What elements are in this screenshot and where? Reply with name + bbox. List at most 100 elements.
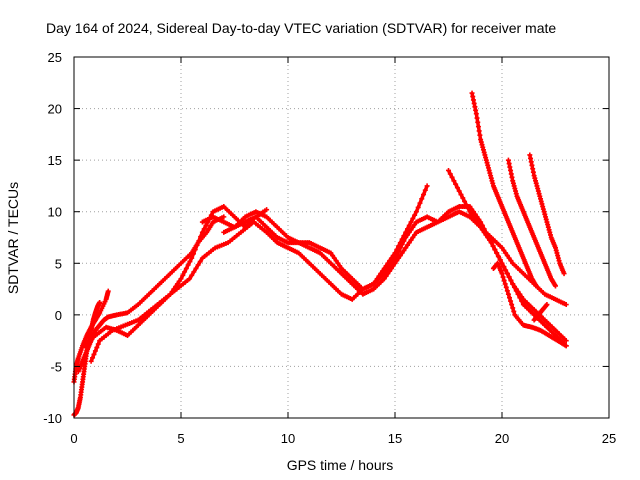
- data-point: [404, 226, 410, 232]
- data-point: [458, 192, 464, 198]
- data-point: [410, 216, 416, 222]
- data-point: [474, 115, 480, 121]
- data-point: [454, 185, 460, 191]
- y-tick-label: 0: [55, 308, 62, 323]
- data-point: [198, 234, 204, 240]
- data-point: [383, 273, 389, 279]
- data-point: [513, 286, 519, 292]
- data-point: [499, 260, 505, 266]
- data-point: [422, 187, 428, 193]
- data-point: [403, 235, 409, 240]
- data-point: [510, 305, 516, 311]
- series-arc-10: [505, 157, 558, 289]
- data-point: [192, 247, 198, 253]
- data-point: [408, 227, 414, 233]
- data-point: [413, 209, 419, 215]
- data-point: [505, 291, 511, 297]
- data-point: [90, 355, 96, 361]
- data-point: [469, 211, 475, 217]
- x-tick-label: 0: [70, 431, 77, 446]
- data-point: [381, 271, 387, 277]
- data-point: [417, 200, 423, 206]
- data-point: [412, 212, 418, 218]
- data-point: [506, 255, 512, 261]
- data-point: [494, 250, 500, 256]
- data-point: [467, 209, 473, 215]
- data-point: [193, 265, 199, 271]
- data-point: [500, 274, 506, 280]
- data-point: [185, 262, 191, 268]
- data-point: [182, 269, 188, 275]
- data-point: [387, 263, 393, 269]
- data-point: [447, 171, 453, 177]
- y-tick-label: 20: [48, 102, 62, 117]
- data-point: [264, 207, 270, 213]
- data-point: [97, 299, 103, 305]
- data-point: [519, 294, 525, 300]
- x-tick-label: 20: [495, 431, 509, 446]
- plot-frame: [73, 56, 610, 419]
- x-axis-ticks: 0 5 10 15 20 25: [70, 57, 616, 446]
- data-point: [508, 277, 514, 283]
- data-point: [510, 281, 516, 287]
- x-tick-label: 15: [388, 431, 402, 446]
- data-point: [412, 222, 418, 228]
- data-point: [506, 295, 512, 301]
- data-point: [533, 283, 539, 289]
- x-tick-label: 10: [281, 431, 295, 446]
- series-arc-13: [531, 302, 550, 323]
- data-point: [335, 260, 341, 266]
- data-point: [470, 214, 476, 220]
- y-tick-label: -10: [43, 411, 62, 426]
- data-point: [396, 248, 402, 254]
- data-point: [191, 269, 197, 275]
- data-point: [511, 308, 517, 314]
- data-point: [388, 260, 394, 266]
- data-point: [495, 253, 501, 259]
- data-point: [412, 232, 418, 238]
- data-point: [183, 265, 189, 271]
- data-point: [195, 262, 201, 268]
- data-point: [497, 257, 503, 263]
- series-arc-3: [75, 214, 227, 375]
- data-point: [504, 271, 510, 277]
- data-point: [474, 219, 480, 225]
- series-trace: [470, 92, 538, 287]
- data-point: [504, 288, 510, 294]
- data-point: [490, 243, 496, 249]
- data-point: [475, 119, 481, 125]
- data-point: [462, 198, 468, 204]
- data-point: [553, 283, 558, 289]
- data-point: [408, 219, 414, 225]
- data-point: [381, 276, 387, 282]
- data-point: [472, 216, 478, 222]
- x-axis-label: GPS time / hours: [287, 457, 394, 473]
- data-point: [501, 247, 507, 253]
- data-point: [390, 258, 396, 264]
- data-point: [385, 265, 391, 271]
- data-point: [406, 240, 412, 246]
- data-point: [394, 252, 400, 258]
- series-arc-5: [88, 183, 430, 364]
- data-point: [197, 259, 203, 265]
- data-point: [456, 188, 462, 194]
- y-tick-label: 5: [55, 256, 62, 271]
- data-point: [502, 281, 508, 287]
- chart-title: Day 164 of 2024, Sidereal Day-to-day VTE…: [46, 20, 556, 36]
- data-point: [563, 338, 569, 344]
- series-trace: [83, 204, 268, 348]
- y-tick-label: 10: [48, 205, 62, 220]
- data-point: [196, 238, 202, 244]
- x-tick-label: 25: [602, 431, 616, 446]
- data-point: [328, 250, 334, 256]
- series-arc-9: [469, 90, 539, 289]
- data-point: [190, 251, 196, 257]
- data-point: [515, 289, 521, 295]
- data-point: [415, 204, 421, 210]
- data-point: [333, 258, 339, 264]
- data-point: [406, 229, 412, 235]
- data-point: [337, 263, 343, 269]
- data-point: [508, 258, 514, 264]
- data-point: [473, 111, 479, 117]
